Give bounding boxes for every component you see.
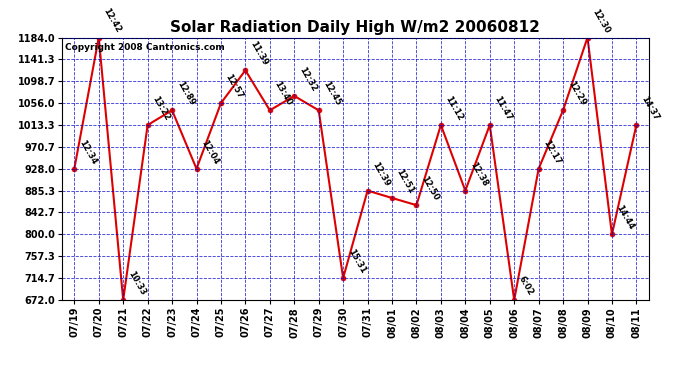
Text: 12:29: 12:29: [566, 80, 587, 108]
Text: Copyright 2008 Cantronics.com: Copyright 2008 Cantronics.com: [65, 43, 225, 52]
Text: 12:34: 12:34: [77, 138, 98, 166]
Text: 12:32: 12:32: [297, 66, 318, 93]
Text: 14:44: 14:44: [615, 204, 636, 232]
Text: 12:04: 12:04: [199, 138, 220, 166]
Text: 11:12: 11:12: [444, 94, 465, 122]
Text: 12:57: 12:57: [224, 73, 245, 100]
Text: 12:39: 12:39: [371, 160, 391, 188]
Text: 13:40: 13:40: [273, 80, 294, 108]
Text: 13:22: 13:22: [150, 94, 172, 122]
Text: 6:02: 6:02: [517, 274, 535, 297]
Text: 10:33: 10:33: [126, 270, 147, 297]
Title: Solar Radiation Daily High W/m2 20060812: Solar Radiation Daily High W/m2 20060812: [170, 20, 540, 35]
Text: 11:47: 11:47: [493, 94, 513, 122]
Text: 11:39: 11:39: [248, 40, 269, 68]
Text: 12:30: 12:30: [590, 7, 611, 35]
Text: 12:42: 12:42: [101, 7, 123, 35]
Text: 12:89: 12:89: [175, 80, 196, 108]
Text: 15:31: 15:31: [346, 248, 367, 275]
Text: 12:17: 12:17: [542, 138, 562, 166]
Text: 12:50: 12:50: [420, 175, 440, 202]
Text: 14:37: 14:37: [639, 94, 660, 122]
Text: 12:38: 12:38: [468, 160, 489, 188]
Text: 12:51: 12:51: [395, 167, 416, 195]
Text: 12:45: 12:45: [322, 80, 343, 108]
